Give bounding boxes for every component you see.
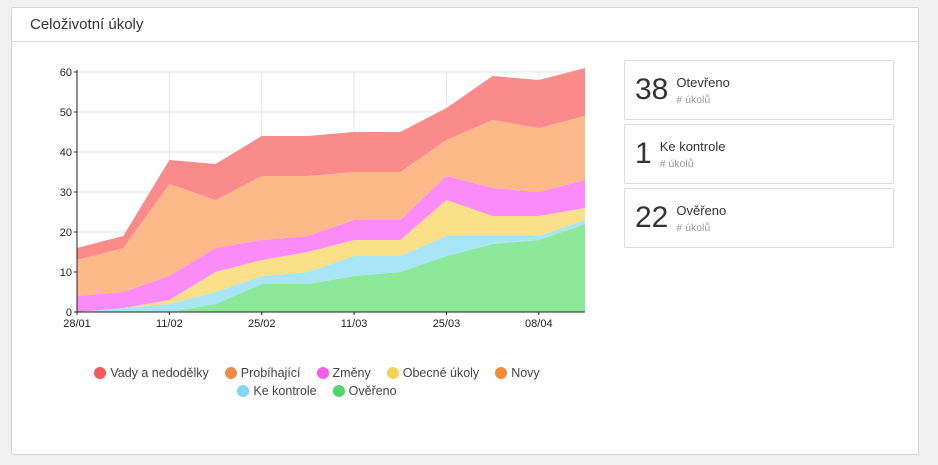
stat-label: Ke kontrole [659, 138, 726, 154]
legend-item[interactable]: Novy [495, 366, 540, 380]
legend-dot-icon [495, 367, 508, 379]
area-series [77, 200, 585, 312]
legend-label: Vady a nedodělky [110, 366, 209, 380]
x-tick-label: 28/01 [63, 318, 91, 330]
lifetime-tasks-panel: Celoživotní úkoly 0 10 20 30 40 50 60 28/01 11/0… [11, 7, 919, 455]
area-series [77, 116, 585, 296]
legend-label: Změny [332, 366, 371, 380]
area-series [77, 220, 585, 312]
legend-item[interactable]: Změny [316, 366, 371, 380]
stats-column: 38 Otevřeno # úkolů 1 Ke kontrole # úkol… [624, 60, 894, 252]
stat-sublabel: # úkolů [676, 221, 711, 234]
y-tick-label: 20 [60, 227, 72, 239]
x-tick-label: 08/04 [525, 318, 553, 330]
legend-dot-icon [224, 367, 237, 379]
y-tick-label: 40 [60, 147, 72, 159]
x-tick-label: 25/03 [433, 318, 461, 330]
stat-value: 1 [635, 137, 652, 170]
x-tick-label: 11/02 [156, 318, 183, 330]
y-tick-label: 30 [60, 187, 72, 199]
y-tick-label: 0 [66, 307, 72, 319]
stat-card-verified[interactable]: 22 Ověřeno # úkolů [624, 188, 894, 248]
area-series [77, 68, 585, 260]
legend-label: Obecné úkoly [402, 366, 480, 380]
x-tick-label: 11/03 [341, 318, 368, 330]
stat-card-review[interactable]: 1 Ke kontrole # úkolů [624, 124, 894, 184]
legend-label: Novy [511, 366, 540, 380]
panel-title: Celoživotní úkoly [12, 8, 918, 42]
stat-value: 38 [635, 73, 669, 106]
legend-item[interactable]: Obecné úkoly [386, 366, 480, 380]
stat-sublabel: # úkolů [676, 93, 711, 106]
legend-item[interactable]: Ověřeno [332, 384, 397, 398]
legend-dot-icon [94, 367, 107, 379]
stat-sublabel: # úkolů [659, 157, 694, 170]
legend-dot-icon [237, 385, 250, 397]
legend-label: Probíhající [240, 366, 301, 380]
legend-item[interactable]: Ke kontrole [237, 384, 317, 398]
stat-card-open[interactable]: 38 Otevřeno # úkolů [624, 60, 894, 120]
legend-label: Ověřeno [348, 384, 397, 398]
y-tick-label: 50 [60, 107, 72, 119]
chart-legend: Vady a nedodělky Probíhající Změny Obecné ú… [42, 366, 592, 398]
legend-item[interactable]: Vady a nedodělky [94, 366, 209, 380]
legend-dot-icon [316, 367, 329, 379]
y-tick-label: 10 [60, 267, 72, 279]
legend-label: Ke kontrole [253, 384, 317, 398]
x-tick-label: 25/02 [248, 318, 276, 330]
chart-svg: 0 10 20 30 40 50 60 28/01 11/02 25/02 11/03 25/03 08… [60, 67, 585, 330]
area-series [77, 176, 585, 312]
stat-label: Otevřeno [676, 74, 730, 90]
y-tick-label: 60 [60, 67, 72, 79]
stat-label: Ověřeno [676, 202, 727, 218]
stacked-area-chart: 0 10 20 30 40 50 60 28/01 11/02 25/02 11/03 25/03 08… [32, 60, 592, 350]
area-series [77, 224, 585, 312]
stat-value: 22 [635, 201, 669, 234]
legend-item[interactable]: Probíhající [224, 366, 301, 380]
legend-dot-icon [332, 385, 345, 397]
legend-dot-icon [386, 367, 399, 379]
